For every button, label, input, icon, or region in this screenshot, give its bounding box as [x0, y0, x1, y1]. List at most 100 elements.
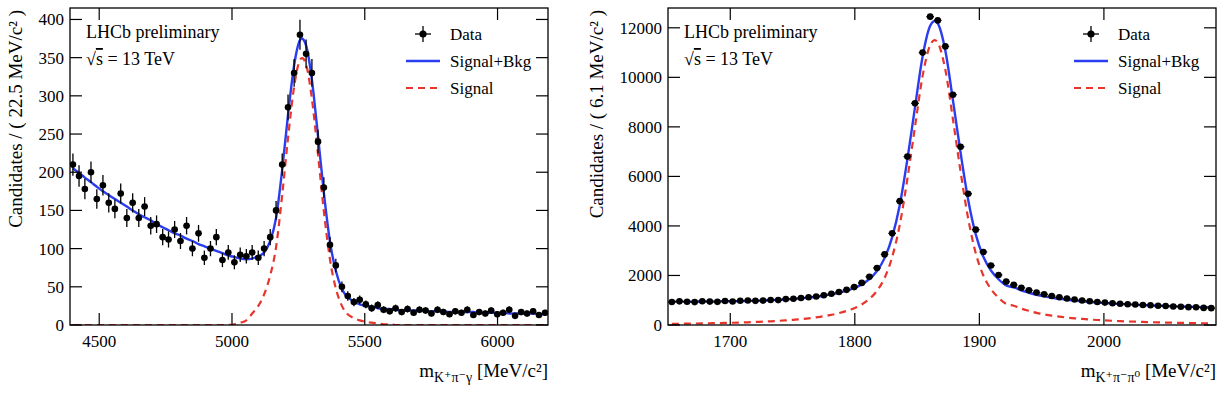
data-point	[285, 104, 292, 111]
x-tick	[730, 313, 731, 325]
data-point	[249, 249, 256, 256]
x-tick-label: 1800	[838, 332, 872, 351]
data-point	[752, 298, 759, 305]
x-axis-label: mK⁺π⁻γ [MeV/c²]	[419, 360, 548, 385]
data-point	[1109, 300, 1116, 307]
annotation: √s = 13 TeV	[86, 49, 175, 69]
x-tick	[979, 313, 980, 325]
chart: 4500500055006000050100150200250300350400…	[5, 8, 548, 385]
data-point	[745, 297, 752, 304]
y-tick-label: 12000	[620, 19, 663, 38]
data-point	[476, 309, 483, 316]
data-point	[82, 186, 89, 193]
legend: DataSignal+BkgSignal	[1074, 25, 1200, 98]
data-point	[213, 234, 220, 241]
data-point	[536, 312, 543, 319]
y-tick-label: 350	[39, 49, 65, 68]
y-tick-label: 200	[39, 163, 65, 182]
data-point	[237, 251, 244, 258]
data-point	[416, 306, 423, 313]
y-axis-label: Candidates / ( 22.5 MeV/c² )	[5, 10, 27, 228]
data-point	[356, 296, 363, 303]
annotation-radicand: s	[96, 49, 103, 69]
data-point	[117, 190, 124, 197]
data-point	[482, 310, 489, 317]
data-point	[183, 222, 190, 229]
data-point	[315, 138, 322, 145]
annotation: √s = 13 TeV	[684, 49, 773, 69]
data-point	[1086, 298, 1093, 305]
y-tick	[1204, 126, 1216, 127]
y-tick	[668, 275, 680, 276]
data-point	[957, 143, 964, 150]
y-tick	[70, 286, 82, 287]
data-point	[904, 153, 911, 160]
data-point	[1178, 304, 1185, 311]
data-point	[950, 91, 957, 98]
data-point	[297, 31, 304, 38]
data-point	[506, 306, 513, 313]
x-tick-label: 1700	[713, 332, 747, 351]
data-point	[1140, 302, 1147, 309]
data-point	[530, 308, 537, 315]
data-point	[722, 298, 729, 305]
x-tick-label: 4500	[82, 332, 116, 351]
y-tick-label: 400	[39, 10, 65, 29]
data-point	[858, 280, 865, 287]
data-point	[851, 284, 858, 291]
annotation-root: √	[86, 49, 96, 69]
data-point	[159, 234, 166, 241]
data-point	[760, 297, 767, 304]
data-point	[843, 287, 850, 294]
data-point	[141, 203, 148, 210]
data-point	[70, 161, 76, 168]
y-tick	[536, 324, 548, 325]
legend-swatch	[1087, 30, 1094, 37]
data-point	[965, 190, 972, 197]
data-point	[500, 309, 507, 316]
data-point	[821, 292, 828, 299]
data-point	[105, 199, 112, 206]
legend-label: Data	[1118, 25, 1151, 44]
fit-curve	[672, 21, 1211, 307]
data-point	[100, 182, 107, 189]
y-tick	[668, 225, 680, 226]
data-point	[1170, 303, 1177, 310]
data-point	[1071, 296, 1078, 303]
x-axis-label-subscript: K⁺π⁻π⁰	[1095, 370, 1140, 385]
data-point	[518, 309, 525, 316]
plot-area	[70, 20, 548, 325]
y-tick	[70, 133, 82, 134]
y-tick	[70, 324, 82, 325]
x-tick	[231, 313, 232, 325]
data-point	[243, 253, 250, 260]
x-axis-label-subscript: K⁺π⁻γ	[434, 370, 472, 385]
data-point	[207, 245, 214, 252]
y-tick	[536, 133, 548, 134]
data-point	[1064, 295, 1071, 302]
data-point	[392, 305, 399, 312]
y-tick-label: 6000	[628, 167, 662, 186]
data-point	[927, 13, 934, 20]
data-point	[368, 305, 375, 312]
x-tick-label: 5000	[215, 332, 249, 351]
legend-swatch	[406, 87, 440, 89]
y-tick	[70, 19, 82, 20]
data-point	[309, 70, 316, 77]
x-tick	[99, 8, 100, 20]
data-point	[912, 100, 919, 107]
legend-label: Signal+Bkg	[450, 52, 532, 71]
data-point	[542, 309, 548, 316]
legend-swatch	[419, 30, 426, 37]
x-axis-label-symbol: m	[419, 360, 434, 381]
data-point	[171, 226, 178, 233]
legend: DataSignal+BkgSignal	[406, 25, 532, 98]
y-tick	[536, 95, 548, 96]
data-point	[737, 297, 744, 304]
legend-swatch	[406, 60, 440, 62]
data-point	[874, 265, 881, 272]
data-point	[446, 311, 453, 318]
data-point	[1041, 291, 1048, 298]
data-point	[303, 51, 310, 58]
y-tick-label: 50	[47, 278, 64, 297]
